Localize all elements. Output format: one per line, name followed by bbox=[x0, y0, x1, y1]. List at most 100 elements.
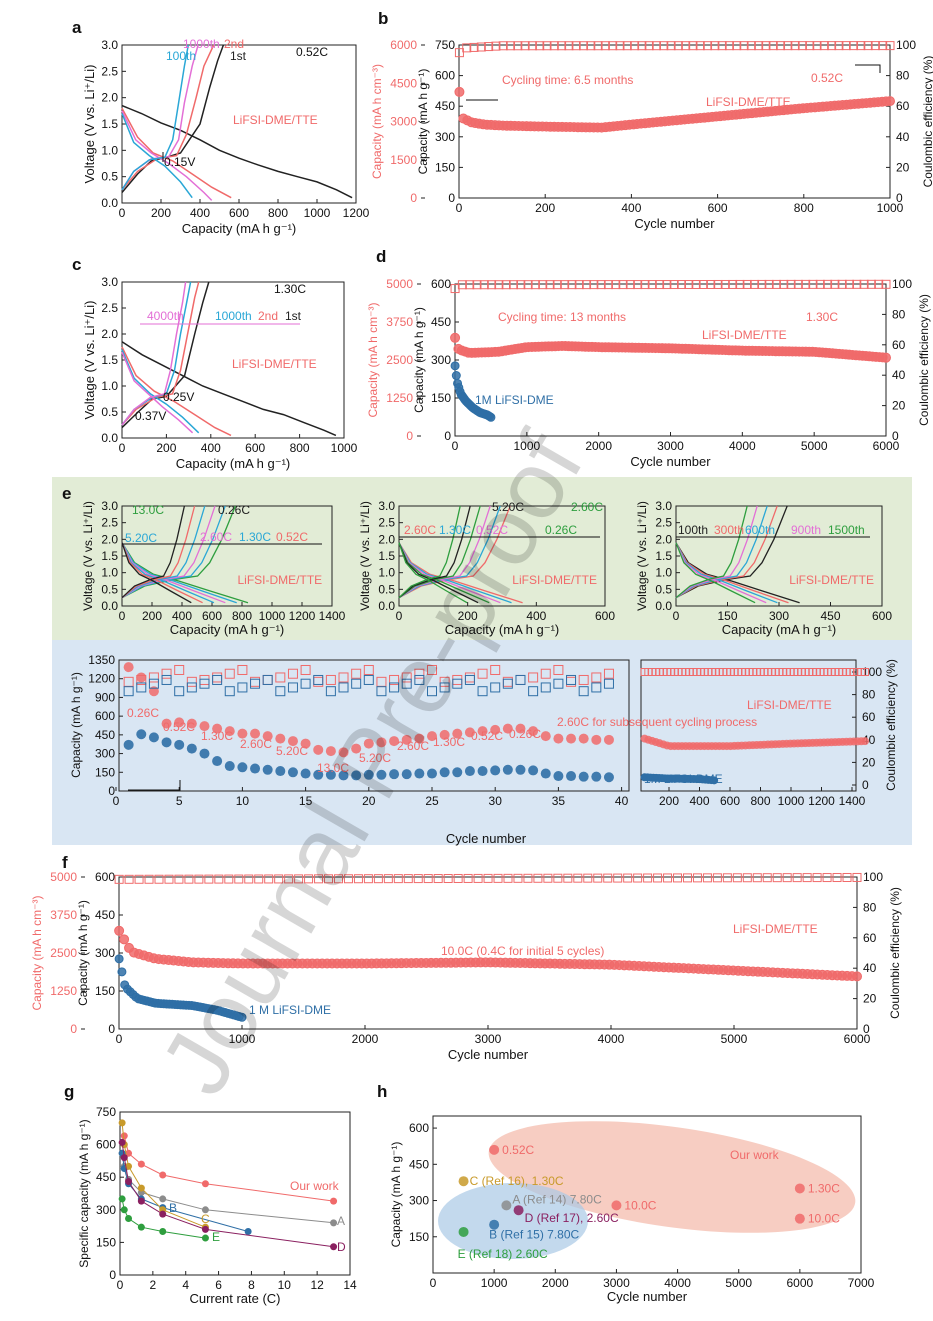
panel-d-cycling-time: Cycling time: 13 months bbox=[498, 310, 626, 324]
panel-e4-dme-efficiency bbox=[338, 682, 349, 693]
panel-e4-dme-efficiency bbox=[566, 674, 577, 685]
panel-b-efficiency-point bbox=[746, 41, 756, 51]
panel-e4-dme-point bbox=[528, 765, 539, 776]
panel-b-efficiency-point bbox=[710, 41, 720, 51]
panel-f-x-axis-label: Cycle number bbox=[448, 1047, 529, 1062]
panel-g-label-c: C bbox=[201, 1212, 210, 1226]
panel-e3-electrolyte-label: LiFSI-DME/TTE bbox=[789, 573, 874, 587]
panel-e3-charge-curve-4 bbox=[675, 505, 748, 599]
panel-e4-tte-point bbox=[591, 734, 602, 745]
panel-e4-tte-point bbox=[528, 726, 539, 737]
panel-c-rate-label: 1.30C bbox=[274, 282, 306, 296]
panel-e4-dme-point bbox=[502, 764, 513, 775]
panel-e4-tte-point bbox=[515, 723, 526, 734]
panel-d-efficiency-point bbox=[465, 280, 475, 290]
panel-c-discharge-curve-2nd bbox=[121, 346, 232, 437]
panel-e4-dme-efficiency bbox=[363, 674, 374, 685]
panel-a-xtick-label: 0 bbox=[119, 206, 126, 220]
panel-h-point bbox=[458, 1226, 469, 1237]
panel-f-efficiency-point bbox=[513, 873, 523, 883]
panel-e3-legend-300th: 300th bbox=[714, 523, 744, 537]
panel-g-point-D bbox=[330, 1243, 338, 1251]
panel-e2-legend-0p52C: 0.52C bbox=[476, 523, 508, 537]
panel-b-efficiency-point bbox=[717, 41, 727, 51]
panel-e4-dme-efficiency bbox=[439, 682, 450, 693]
panel-f-efficiency-point bbox=[673, 873, 683, 883]
panel-f-capacity-point-dme bbox=[117, 967, 127, 977]
panel-d-efficiency-point bbox=[750, 279, 760, 289]
panel-e4-dme-efficiency bbox=[325, 686, 336, 697]
panel-b-efficiency-point bbox=[768, 41, 778, 51]
panel-h-y-axis-label: Capacity (mA h g⁻¹) bbox=[389, 1142, 403, 1248]
panel-e3-legend-1500th: 1500th bbox=[828, 523, 865, 537]
panel-e4-tte-point bbox=[313, 744, 324, 755]
panel-d-efficiency-point bbox=[808, 279, 818, 289]
panel-e3-charge-curve-3 bbox=[675, 505, 758, 599]
panel-f-efficiency-point bbox=[523, 873, 533, 883]
panel-f-efficiency-point bbox=[712, 873, 722, 883]
panel-b-efficiency-point bbox=[462, 43, 472, 53]
panel-e4-xtick-label: 35 bbox=[552, 794, 566, 808]
panel-c-discharge-curve-4000th bbox=[121, 351, 194, 434]
panel-e3-xtick-label: 450 bbox=[820, 609, 840, 623]
panel-d-efficiency-point bbox=[793, 279, 803, 289]
panel-e4-dme-efficiency bbox=[464, 674, 475, 685]
panel-e4-right-xtick-label: 200 bbox=[659, 794, 679, 808]
panel-g-y-axis-label: Specific capacity (mA h g⁻¹) bbox=[77, 1119, 91, 1267]
panel-c-legend-1000th: 1000th bbox=[215, 309, 252, 323]
panel-e4-dme-point bbox=[363, 769, 374, 780]
panel-e2-ytick-label: 1.5 bbox=[378, 549, 395, 563]
panel-d-efficiency-point bbox=[582, 280, 592, 290]
panel-d-efficiency-point bbox=[801, 279, 811, 289]
panel-e4-tte-point bbox=[540, 731, 551, 742]
panel-e4-dme-efficiency bbox=[262, 674, 273, 685]
panel-b-efficiency-point bbox=[849, 41, 859, 51]
panel-e4-tte-efficiency bbox=[275, 672, 286, 683]
panel-d-efficiency-point bbox=[509, 280, 519, 290]
panel-a-legend-1st: 1st bbox=[230, 49, 247, 63]
panel-d-xtick-label: 4000 bbox=[729, 439, 756, 453]
panel-f-efficiency-point bbox=[154, 874, 164, 884]
panel-f-efficiency-point bbox=[692, 873, 702, 883]
panel-e4-ytick-label: 900 bbox=[95, 690, 115, 704]
panel-c-charge-curve-4000th bbox=[121, 281, 187, 426]
panel-e3-ytick-label: 2.0 bbox=[655, 532, 672, 546]
panel-d-efficiency-point bbox=[596, 280, 606, 290]
panel-f-efficiency-point bbox=[443, 874, 453, 884]
panel-b-efficiency-point bbox=[681, 41, 691, 51]
panel-e4-tte-efficiency bbox=[325, 674, 336, 685]
panel-f-efficiency-point bbox=[742, 873, 752, 883]
panel-e4-tte-point bbox=[439, 729, 450, 740]
panel-e4-dme-long-point bbox=[710, 776, 719, 785]
panel-e4-tte-point bbox=[414, 733, 425, 744]
panel-b-efficiency-point bbox=[724, 41, 734, 51]
panel-e4-dme-efficiency bbox=[452, 678, 463, 689]
panel-b-right-ytick-label: 40 bbox=[896, 130, 910, 144]
panel-a-xtick-label: 400 bbox=[190, 206, 210, 220]
panel-g-ytick-label: 300 bbox=[96, 1203, 116, 1217]
panel-a-legend-1000th: 1000th bbox=[183, 37, 220, 51]
panel-a-ytick-label: 1.0 bbox=[101, 143, 118, 157]
panel-e4-tte-point bbox=[161, 718, 172, 729]
panel-f-efficiency-point bbox=[633, 873, 643, 883]
panel-e1-ytick-label: 0.0 bbox=[101, 599, 118, 613]
panel-f-ytick-label: 450 bbox=[95, 908, 115, 922]
panel-e4-ytick-label: 300 bbox=[95, 747, 115, 761]
panel-e4-dme-point bbox=[224, 761, 235, 772]
panel-b-secondary-ytick-label: 4500 bbox=[390, 76, 417, 90]
panel-e4-dme-point bbox=[186, 743, 197, 754]
panel-e4-right-xtick-label: 600 bbox=[720, 794, 740, 808]
panel-a-rate-label: 0.52C bbox=[296, 45, 328, 59]
panel-e4-tte-point bbox=[275, 733, 286, 744]
panel-h-x-axis-label: Cycle number bbox=[607, 1289, 688, 1304]
panel-e4-capacity-arrow bbox=[128, 780, 181, 791]
panel-d-efficiency-point bbox=[560, 280, 570, 290]
panel-f-efficiency-point bbox=[274, 874, 284, 884]
panel-b-x-axis-label: Cycle number bbox=[634, 216, 715, 231]
panel-g-point-D bbox=[137, 1197, 145, 1205]
panel-e4-dme-point bbox=[515, 764, 526, 775]
panel-e1-legend-0p52C: 0.52C bbox=[276, 530, 308, 544]
panel-b-efficiency-point bbox=[870, 41, 880, 51]
panel-b-right-axis-label: Coulombic efficiency (%) bbox=[921, 56, 933, 188]
panel-e4-tte-point bbox=[212, 723, 223, 734]
